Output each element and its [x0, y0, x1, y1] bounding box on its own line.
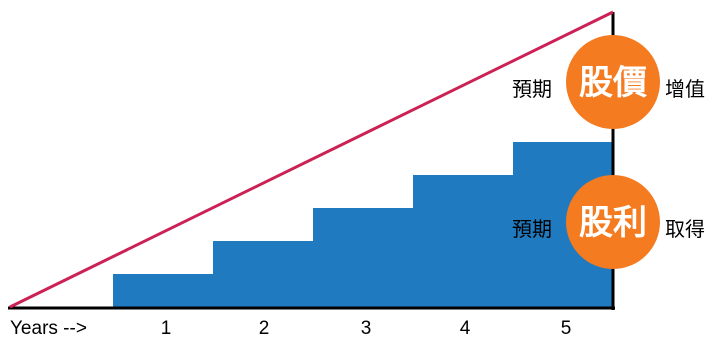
year-tick-labels: 1 2 3 4 5: [161, 318, 572, 339]
growth-line: [9, 10, 614, 309]
dividend-step-1: [113, 274, 213, 307]
year-tick-label: 5: [561, 318, 572, 339]
year-tick-label: 2: [259, 318, 270, 339]
price-highlight: 股價: [579, 63, 647, 103]
price-badge: [566, 35, 660, 129]
dividend-step-4: [413, 175, 513, 307]
x-axis-label: Years -->: [10, 318, 87, 339]
dividend-steps: [113, 142, 613, 307]
price-suffix: 增值: [665, 77, 705, 101]
dividend-badge: [566, 175, 660, 269]
year-tick-label: 3: [361, 318, 372, 339]
dividend-highlight: 股利: [579, 203, 647, 243]
dividend-suffix: 取得: [665, 217, 705, 241]
price-prefix: 預期: [512, 77, 552, 101]
dividend-label-group: 預期 股利 取得: [512, 175, 705, 269]
year-tick-label: 1: [161, 318, 172, 339]
year-tick-label: 4: [460, 318, 471, 339]
dividend-step-2: [213, 241, 313, 307]
dividend-prefix: 預期: [512, 217, 552, 241]
price-label-group: 預期 股價 增值: [512, 35, 705, 129]
dividend-step-3: [313, 208, 413, 307]
